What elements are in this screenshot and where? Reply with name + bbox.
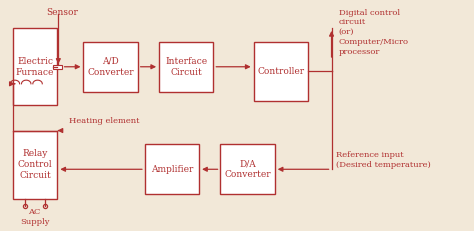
- Bar: [12, 28, 57, 106]
- Bar: [12, 131, 57, 199]
- Text: Heating element: Heating element: [69, 117, 140, 125]
- Text: Sensor: Sensor: [46, 8, 78, 17]
- Text: Reference input
(Desired temperature): Reference input (Desired temperature): [336, 151, 431, 169]
- Bar: [53, 65, 62, 69]
- Text: Relay
Control
Circuit: Relay Control Circuit: [18, 149, 52, 180]
- Text: D/A
Converter: D/A Converter: [224, 159, 271, 179]
- Bar: [159, 42, 213, 92]
- Text: Controller: Controller: [257, 67, 304, 76]
- Text: A/D
Converter: A/D Converter: [87, 57, 134, 77]
- Bar: [220, 144, 275, 194]
- Bar: [83, 42, 138, 92]
- Text: Digital control
circuit
(or)
Computer/Micro
processor: Digital control circuit (or) Computer/Mi…: [338, 9, 409, 56]
- Text: Amplifier: Amplifier: [151, 165, 193, 174]
- Text: Electric
Furnace: Electric Furnace: [16, 57, 54, 77]
- Text: Interface
Circuit: Interface Circuit: [165, 57, 207, 77]
- Bar: [254, 42, 308, 101]
- Text: AC
Supply: AC Supply: [20, 208, 49, 226]
- Bar: [145, 144, 199, 194]
